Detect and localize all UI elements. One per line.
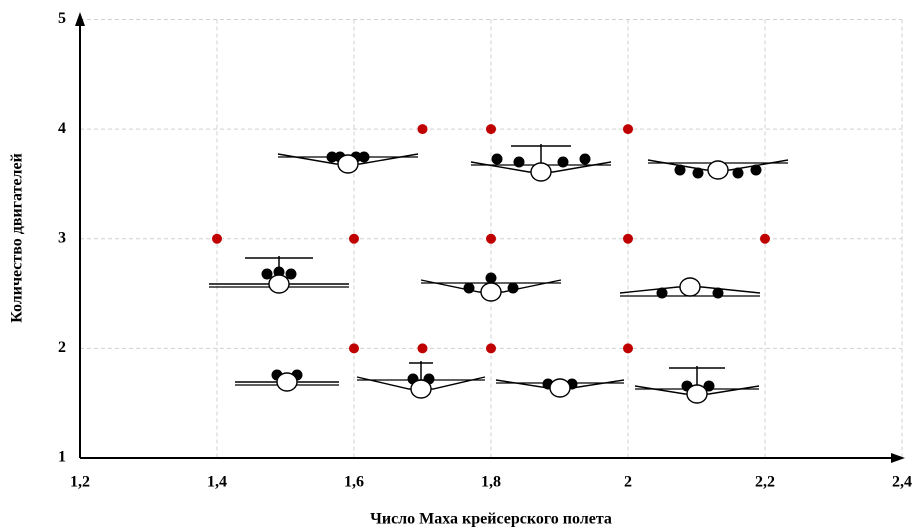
data-point	[486, 124, 496, 134]
y-tick-label: 3	[58, 229, 66, 246]
x-tick-label: 2,2	[755, 474, 775, 491]
data-point	[349, 343, 359, 353]
engine	[514, 157, 524, 167]
y-tick-label: 2	[58, 339, 66, 356]
engine	[580, 154, 590, 164]
aircraft-sketch	[421, 273, 561, 301]
data-point	[212, 234, 222, 244]
chart: Число Маха крейсерского полета Количеств…	[0, 0, 919, 532]
fuselage	[708, 161, 728, 179]
engine	[508, 283, 518, 293]
aircraft-sketch	[278, 152, 418, 173]
x-tick-label: 1,6	[344, 474, 364, 491]
aircraft-sketch	[235, 370, 339, 391]
data-point	[623, 234, 633, 244]
engine	[751, 165, 761, 175]
fuselage	[277, 373, 297, 391]
fuselage	[687, 385, 707, 403]
page: {"chart_data": {"type": "scatter", "x_la…	[0, 0, 919, 532]
data-point	[418, 343, 428, 353]
x-axis-arrow	[891, 453, 905, 463]
data-point	[486, 343, 496, 353]
data-point	[418, 124, 428, 134]
fuselage	[550, 379, 570, 397]
engine	[359, 152, 369, 162]
x-tick-label: 2,4	[892, 474, 912, 491]
x-tick-label: 1,2	[70, 474, 90, 491]
aircraft-sketch	[620, 278, 760, 298]
fuselage	[269, 275, 289, 293]
engine	[286, 269, 296, 279]
fuselage	[680, 278, 700, 296]
fuselage	[531, 163, 551, 181]
x-tick-label: 1,8	[481, 474, 501, 491]
fuselage	[411, 380, 431, 398]
y-tick-label: 4	[58, 120, 66, 137]
y-tick-label: 1	[58, 449, 66, 466]
fuselage	[338, 155, 358, 173]
data-point	[623, 124, 633, 134]
aircraft-sketch	[635, 366, 759, 403]
x-axis-label: Число Маха крейсерского полета	[370, 511, 612, 528]
engine	[657, 288, 667, 298]
aircraft-sketch	[209, 256, 349, 293]
aircraft-sketch	[496, 379, 624, 397]
data-point	[349, 234, 359, 244]
aircraft-sketch	[648, 160, 788, 179]
aircraft-sketch	[471, 144, 611, 181]
data-point	[486, 234, 496, 244]
y-axis-label: Количество двигателей	[9, 153, 26, 323]
engine	[486, 273, 496, 283]
engine	[492, 154, 502, 164]
y-tick-label: 5	[58, 10, 66, 27]
engine	[262, 269, 272, 279]
engine	[558, 157, 568, 167]
data-point	[760, 234, 770, 244]
x-tick-label: 1,4	[207, 474, 227, 491]
x-tick-label: 2	[624, 474, 632, 491]
engine	[464, 283, 474, 293]
data-point	[623, 343, 633, 353]
aircraft-sketch	[357, 361, 485, 398]
engine	[733, 168, 743, 178]
engine	[713, 288, 723, 298]
engine	[693, 168, 703, 178]
aircraft-sketches	[209, 144, 788, 403]
engine	[675, 165, 685, 175]
fuselage	[481, 283, 501, 301]
